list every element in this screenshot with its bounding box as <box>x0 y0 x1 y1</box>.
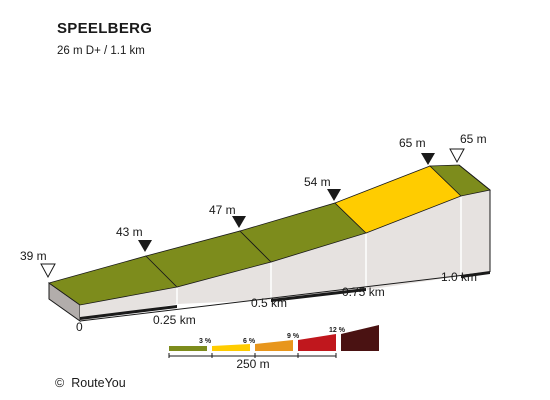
distance-label: 0.75 km <box>342 285 385 299</box>
profile-side-segment-4 <box>366 196 461 290</box>
profile-side-segment-5 <box>461 190 490 276</box>
legend-label: 6 % <box>243 338 256 345</box>
profile-side-segment-3 <box>271 233 366 300</box>
legend-swatch-max <box>341 325 379 351</box>
km-tick <box>461 271 490 278</box>
elevation-label: 54 m <box>304 175 331 189</box>
profile-summary: 26 m D+ / 1.1 km <box>57 45 145 57</box>
elevation-marker-icon <box>232 216 246 228</box>
elevation-label: 47 m <box>209 203 236 217</box>
legend-swatch-3 <box>169 346 207 351</box>
gradient-legend: 3 % 6 % 9 % 12 % 250 m <box>168 325 379 371</box>
legend-scale-label: 250 m <box>236 357 269 371</box>
distance-label: 0.5 km <box>251 296 287 310</box>
copyright-notice: © RouteYou <box>55 376 126 390</box>
km-tick <box>80 305 177 320</box>
profile-side-segment-1 <box>80 287 177 321</box>
copyright-icon: © <box>55 376 65 390</box>
profile-title: SPEELBERG <box>57 20 153 37</box>
distance-label: 0.25 km <box>153 313 196 327</box>
start-elevation-marker-icon <box>40 263 56 279</box>
legend-swatch-12 <box>298 334 336 351</box>
distance-label: 1.0 km <box>441 270 477 284</box>
legend-swatch-9 <box>255 340 293 351</box>
elevation-label: 65 m <box>460 132 487 146</box>
legend-label: 3 % <box>199 338 212 345</box>
legend-label: 9 % <box>287 333 300 340</box>
elevation-marker-icon <box>327 189 341 201</box>
elevation-marker-icon <box>138 240 152 252</box>
distance-baseline <box>79 271 491 322</box>
legend-label: 12 % <box>329 327 346 334</box>
elevation-label: 43 m <box>116 225 143 239</box>
profile-side-segment-2 <box>177 262 271 304</box>
elevation-label: 65 m <box>399 136 426 150</box>
km-tick <box>271 288 366 302</box>
profile-right-edge <box>458 164 491 272</box>
legend-swatch-6 <box>212 344 250 351</box>
brand-link[interactable]: RouteYou <box>71 376 126 390</box>
distance-label: 0 <box>76 320 83 334</box>
elevation-label: 39 m <box>20 249 47 263</box>
end-elevation-marker-icon <box>449 148 465 164</box>
elevation-marker-icon <box>421 153 435 165</box>
